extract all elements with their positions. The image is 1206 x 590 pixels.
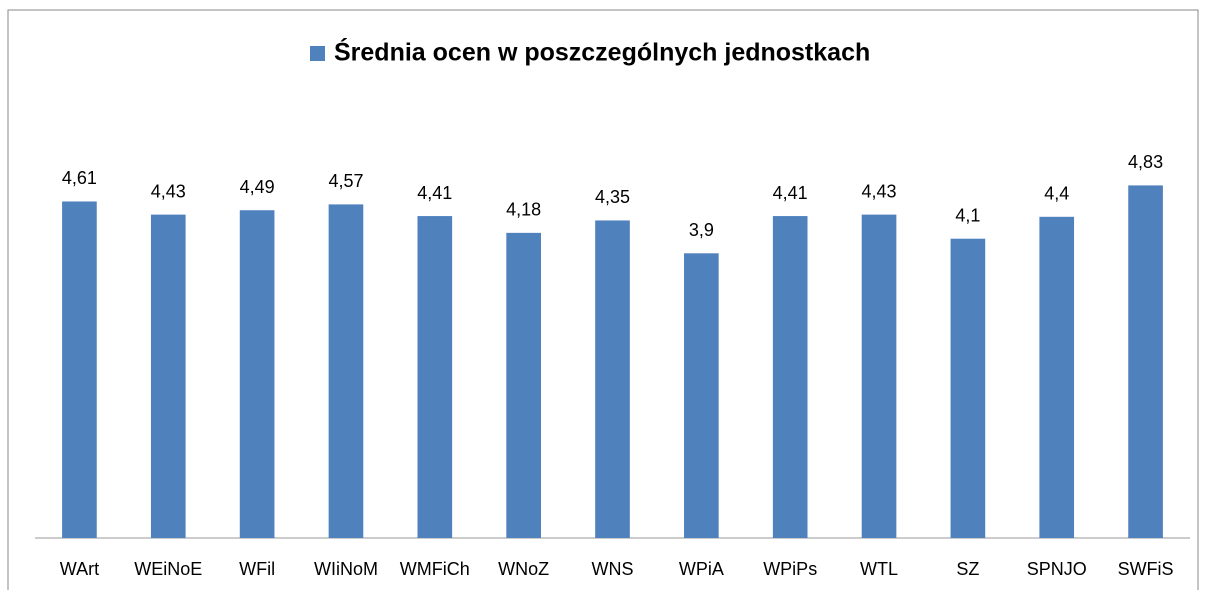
- x-tick-label: WIiNoM: [314, 559, 378, 579]
- x-tick-label: WTL: [860, 559, 898, 579]
- bar: [506, 232, 541, 539]
- chart-frame: [7, 9, 1199, 590]
- data-label: 4,43: [862, 181, 897, 201]
- bar: [684, 253, 719, 539]
- x-tick-label: WNS: [592, 559, 634, 579]
- x-tick-label: WPiPs: [763, 559, 817, 579]
- bar: [772, 216, 808, 538]
- data-label: 4,4: [1044, 184, 1069, 204]
- data-label: 4,57: [328, 171, 363, 191]
- x-tick-label: SZ: [956, 559, 979, 579]
- data-label: 4,49: [240, 177, 275, 197]
- data-label: 4,18: [506, 200, 541, 220]
- data-label: 3,9: [689, 220, 714, 240]
- x-tick-label: WNoZ: [498, 559, 549, 579]
- x-tick-label: SWFiS: [1118, 559, 1174, 579]
- data-label: 4,61: [62, 168, 97, 188]
- data-label: 4,41: [417, 183, 452, 203]
- x-tick-label: SPNJO: [1027, 559, 1087, 579]
- data-label: 4,41: [773, 183, 808, 203]
- bar: [328, 204, 364, 538]
- data-label: 4,43: [151, 181, 186, 201]
- data-label: 4,35: [595, 187, 630, 207]
- data-label: 4,83: [1128, 152, 1163, 172]
- bar: [1039, 216, 1075, 539]
- bar: [417, 216, 453, 538]
- data-label: 4,1: [955, 205, 980, 225]
- bar: [1128, 185, 1163, 538]
- bar: [62, 201, 97, 538]
- legend-label: Średnia ocen w poszczególnych jednostkac…: [334, 37, 870, 67]
- bar: [595, 220, 630, 538]
- x-tick-label: WPiA: [679, 559, 724, 579]
- x-tick-label: WArt: [60, 559, 99, 579]
- legend-swatch: [310, 46, 325, 61]
- bar: [950, 238, 986, 538]
- bar: [239, 210, 275, 539]
- bar: [861, 214, 897, 539]
- bar: [150, 214, 186, 539]
- x-tick-label: WEiNoE: [134, 559, 202, 579]
- x-tick-label: WMFiCh: [400, 559, 470, 579]
- x-tick-label: WFil: [239, 559, 275, 579]
